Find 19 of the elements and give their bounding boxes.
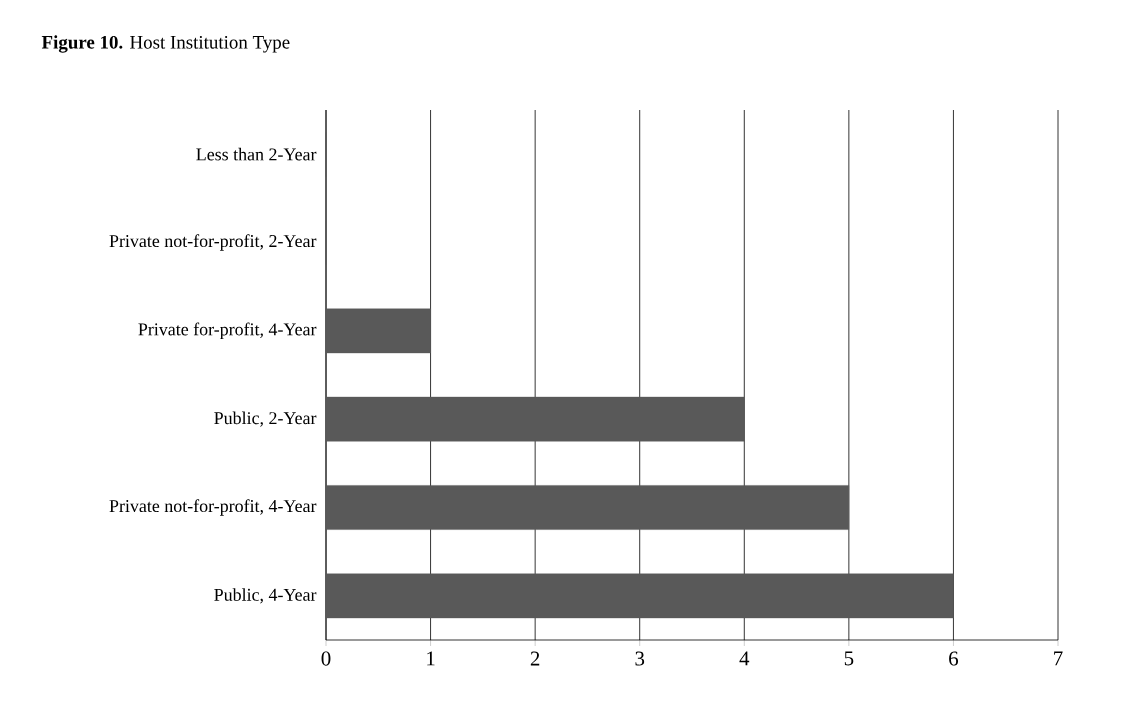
x-tick-label: 0 xyxy=(321,651,331,666)
y-tick-label: Public, 2-Year xyxy=(214,411,317,427)
bar xyxy=(325,396,745,442)
x-tick-label: 3 xyxy=(635,651,645,666)
y-tick-label: Public, 4-Year xyxy=(214,588,317,604)
y-tick-label: Private for-profit, 4-Year xyxy=(138,322,317,340)
x-tick-label: 5 xyxy=(844,651,854,666)
bar xyxy=(325,573,954,619)
bar xyxy=(325,308,431,354)
bar xyxy=(325,485,850,530)
x-tick-label: 4 xyxy=(739,651,750,666)
x-tick-label: 6 xyxy=(949,651,959,666)
y-tick-label: Private not-for-profit, 4-Year xyxy=(109,499,317,516)
y-tick-label: Private not-for-profit, 2-Year xyxy=(109,234,317,251)
x-tick-label: 1 xyxy=(427,651,435,666)
x-tick-label: 7 xyxy=(1054,651,1063,666)
y-tick-label: Less than 2-Year xyxy=(196,147,317,161)
x-tick-label: 2 xyxy=(530,651,540,666)
text: Figure 10. Host Institution Type xyxy=(41,35,290,53)
